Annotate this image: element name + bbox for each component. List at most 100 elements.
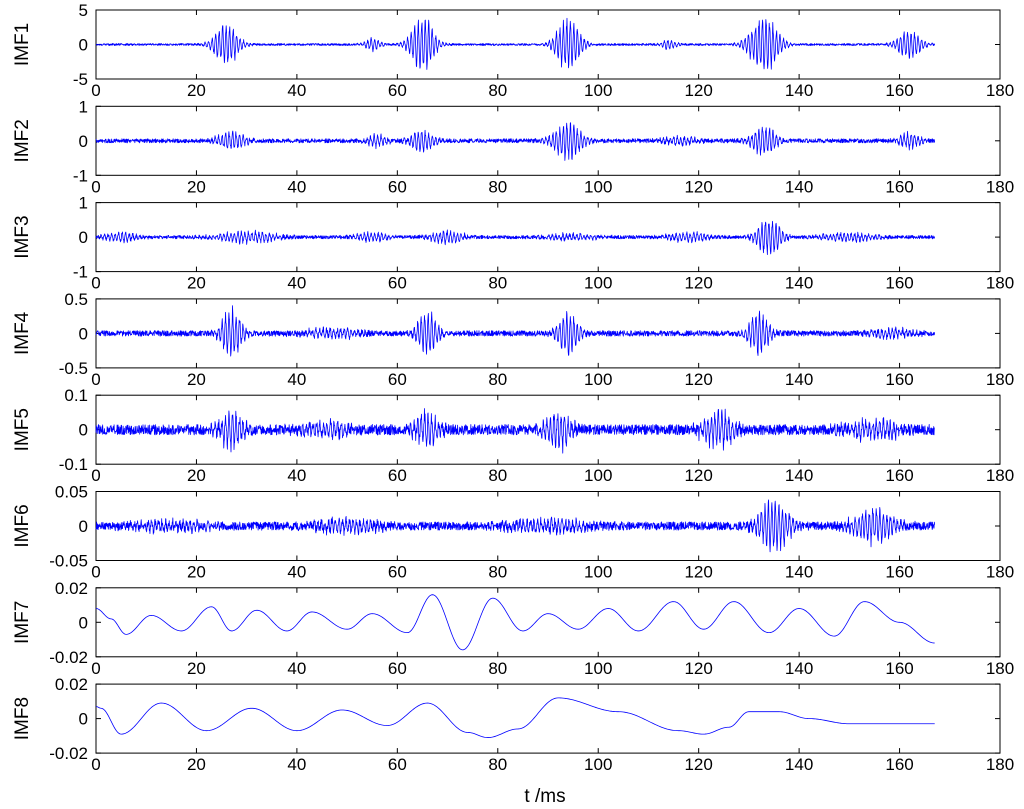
x-tick-label: 0	[91, 466, 100, 485]
series-line-imf5	[95, 408, 935, 454]
x-tick-label: 100	[584, 81, 612, 100]
x-tick-label: 0	[91, 563, 100, 582]
x-tick-label: 80	[488, 177, 507, 196]
x-tick-label: 180	[986, 755, 1014, 774]
x-tick-label: 140	[785, 274, 813, 293]
x-tick-label: 120	[684, 659, 712, 678]
x-tick-label: 140	[785, 755, 813, 774]
y-tick-label: 0	[79, 613, 88, 632]
x-tick-label: 180	[986, 81, 1014, 100]
x-tick-label: 60	[388, 274, 407, 293]
x-tick-label: 60	[388, 563, 407, 582]
y-tick-label: 5	[79, 1, 88, 20]
x-tick-label: 0	[91, 370, 100, 389]
axes-frame	[95, 587, 1001, 658]
x-tick-label: 160	[885, 274, 913, 293]
y-tick-label: 0.5	[64, 290, 88, 309]
y-tick-label: -0.05	[49, 552, 88, 571]
x-tick-label: 40	[287, 563, 306, 582]
x-tick-label: 120	[684, 370, 712, 389]
y-axis-label: IMF5	[12, 408, 33, 451]
x-tick-label: 60	[388, 370, 407, 389]
y-tick-label: -1	[73, 263, 88, 282]
x-tick-label: 40	[287, 659, 306, 678]
x-tick-label: 40	[287, 177, 306, 196]
x-tick-label: 80	[488, 274, 507, 293]
x-tick-label: 100	[584, 370, 612, 389]
x-tick-label: 120	[684, 563, 712, 582]
series-line-imf1	[95, 17, 935, 70]
y-axis-label: IMF4	[12, 311, 33, 355]
y-tick-label: 1	[79, 194, 88, 213]
y-tick-label: -5	[73, 70, 88, 89]
y-tick-label: -0.02	[49, 744, 88, 763]
x-tick-label: 0	[91, 81, 100, 100]
y-axis-label: IMF6	[12, 504, 33, 547]
x-tick-label: 140	[785, 81, 813, 100]
y-axis-label: IMF1	[12, 23, 33, 66]
y-tick-label: 0	[79, 36, 88, 55]
x-tick-label: 40	[287, 274, 306, 293]
x-tick-label: 100	[584, 659, 612, 678]
y-tick-label: 0.02	[55, 675, 88, 694]
x-tick-label: 40	[287, 81, 306, 100]
x-tick-label: 100	[584, 563, 612, 582]
y-tick-label: -0.5	[59, 359, 88, 378]
x-tick-label: 80	[488, 81, 507, 100]
series-line-imf3	[95, 220, 936, 256]
y-tick-label: 0	[79, 228, 88, 247]
x-tick-label: 140	[785, 370, 813, 389]
x-tick-label: 60	[388, 177, 407, 196]
y-tick-label: 0	[79, 517, 88, 536]
series-line-imf8	[95, 697, 935, 738]
x-tick-label: 80	[488, 755, 507, 774]
x-tick-label: 20	[187, 370, 206, 389]
x-tick-label: 100	[584, 755, 612, 774]
x-tick-label: 20	[187, 563, 206, 582]
x-tick-label: 60	[388, 755, 407, 774]
y-axis-label: IMF3	[12, 215, 33, 258]
axes-frame	[95, 202, 1001, 273]
x-tick-label: 160	[885, 81, 913, 100]
y-tick-label: -0.02	[49, 648, 88, 667]
x-tick-label: 20	[187, 659, 206, 678]
series-line-imf6	[95, 499, 936, 553]
y-axis-label: IMF7	[12, 601, 33, 644]
x-tick-label: 180	[986, 563, 1014, 582]
x-tick-label: 60	[388, 81, 407, 100]
x-tick-label: 140	[785, 466, 813, 485]
x-tick-label: 40	[287, 370, 306, 389]
y-axis-label: IMF2	[12, 119, 33, 162]
axes-frame	[95, 683, 1001, 754]
x-tick-label: 140	[785, 177, 813, 196]
x-tick-label: 0	[91, 659, 100, 678]
x-tick-label: 120	[684, 177, 712, 196]
y-tick-label: -0.1	[59, 455, 88, 474]
x-tick-label: 120	[684, 466, 712, 485]
x-tick-label: 180	[986, 466, 1014, 485]
x-tick-label: 0	[91, 177, 100, 196]
x-tick-label: 160	[885, 370, 913, 389]
x-tick-label: 160	[885, 659, 913, 678]
x-tick-label: 180	[986, 659, 1014, 678]
x-tick-label: 20	[187, 81, 206, 100]
x-tick-label: 160	[885, 177, 913, 196]
x-tick-label: 160	[885, 563, 913, 582]
x-tick-label: 20	[187, 177, 206, 196]
x-tick-label: 120	[684, 274, 712, 293]
y-tick-label: 0.02	[55, 579, 88, 598]
x-tick-label: 60	[388, 466, 407, 485]
x-tick-label: 0	[91, 274, 100, 293]
x-tick-label: 180	[986, 370, 1014, 389]
y-tick-label: 0	[79, 421, 88, 440]
x-tick-label: 40	[287, 466, 306, 485]
x-tick-label: 80	[488, 659, 507, 678]
